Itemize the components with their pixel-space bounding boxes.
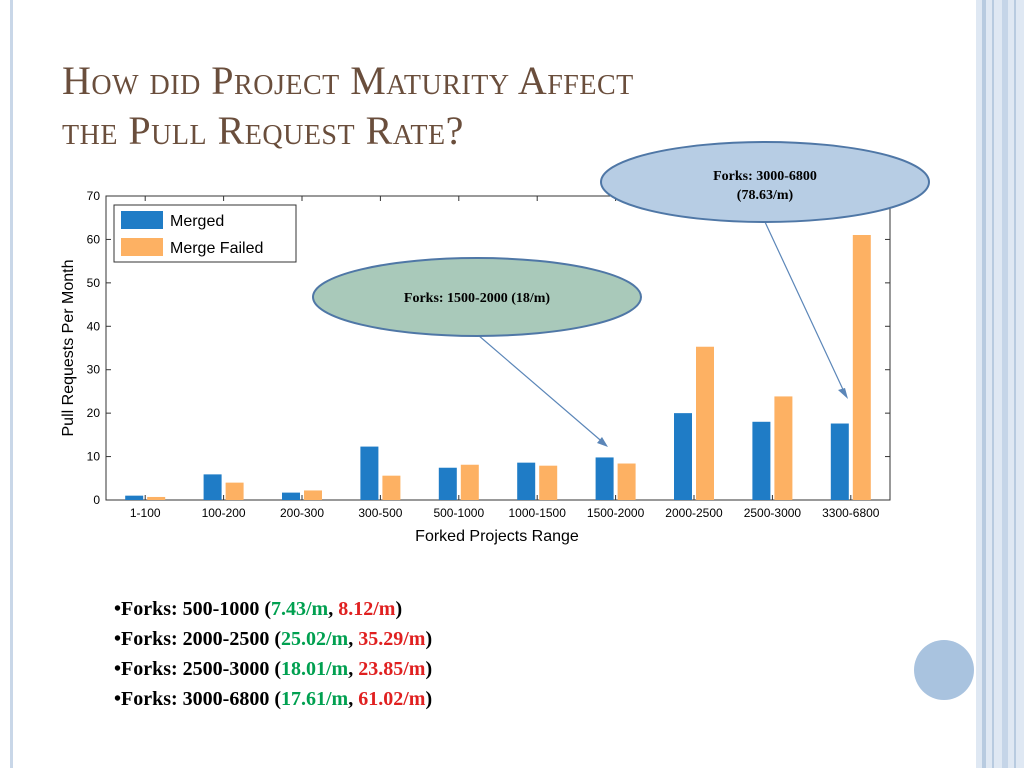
x-tick-label: 1500-2000 — [587, 506, 645, 520]
bar-merge-failed — [774, 396, 793, 500]
callout-1-bubble — [312, 257, 642, 337]
x-tick-label: 1-100 — [130, 506, 161, 520]
y-tick-label: 70 — [87, 189, 101, 203]
bar-merge-failed — [617, 463, 636, 500]
right-decorative-band — [976, 0, 1024, 768]
y-tick-label: 0 — [93, 493, 100, 507]
y-tick-label: 40 — [87, 319, 101, 333]
bullet-sep: , — [348, 658, 359, 680]
bar-merged — [830, 423, 849, 500]
callout-2-arrowhead — [838, 388, 848, 399]
x-axis: 1-100 100-200 200-300 300-500 500-1000 1000-1… — [130, 196, 880, 520]
callout-2-pointer — [764, 221, 847, 397]
bar-merged — [438, 467, 457, 500]
x-tick-label: 2000-2500 — [665, 506, 723, 520]
bar-merge-failed — [304, 490, 322, 500]
bar-merge-failed — [382, 475, 401, 500]
bullet-suffix: ) — [425, 658, 433, 680]
merged-rate: 18.01/m — [281, 658, 349, 680]
x-tick-label: 2500-3000 — [744, 506, 802, 520]
bullet-prefix: Forks: 3000-6800 ( — [121, 688, 281, 710]
bullet-prefix: Forks: 2500-3000 ( — [121, 658, 281, 680]
left-border-rule — [10, 0, 13, 768]
bar-merged — [125, 495, 144, 500]
bar-chart: 0 10 20 30 40 50 60 70 1-100 100-200 200-300 300-5… — [60, 141, 930, 545]
bullet-item: •Forks: 3000-6800 (17.61/m, 61.02/m) — [114, 688, 433, 710]
bar-merge-failed — [225, 482, 244, 500]
callout-2-bubble — [600, 141, 930, 223]
callout-1-pointer — [477, 334, 607, 446]
failed-rate: 35.29/m — [358, 628, 426, 650]
bullet-sep: , — [348, 688, 359, 710]
legend-label-merged: Merged — [170, 213, 224, 230]
bullet-item: •Forks: 2500-3000 (18.01/m, 23.85/m) — [114, 658, 433, 680]
bar-merge-failed — [852, 234, 871, 501]
bullet-suffix: ) — [425, 688, 433, 710]
merged-rate: 25.02/m — [281, 628, 349, 650]
y-tick-label: 10 — [87, 450, 101, 464]
bar-merged — [674, 413, 692, 500]
y-tick-label: 30 — [87, 363, 101, 377]
failed-rate: 8.12/m — [338, 598, 396, 620]
bullet-sep: , — [348, 628, 359, 650]
bar-merge-failed — [539, 465, 558, 500]
bullet-item: •Forks: 500-1000 (7.43/m, 8.12/m) — [114, 598, 403, 620]
bullet-prefix: Forks: 500-1000 ( — [121, 598, 271, 620]
x-tick-label: 200-300 — [280, 506, 324, 520]
bars-group — [125, 234, 871, 501]
slide-title: How did Project Maturity Affect the Pull… — [62, 56, 862, 156]
title-line-2: the Pull Request Rate? — [62, 108, 464, 153]
legend: Merged Merge Failed — [113, 204, 297, 263]
bullet-suffix: ) — [425, 628, 433, 650]
callout-1-text: Forks: 1500-2000 (18/m) — [404, 291, 551, 306]
title-line-1: How did Project Maturity Affect — [62, 58, 634, 103]
merged-rate: 7.43/m — [271, 598, 329, 620]
x-tick-label: 300-500 — [358, 506, 402, 520]
y-tick-label: 20 — [87, 406, 101, 420]
bar-merged — [752, 421, 771, 500]
legend-label-failed: Merge Failed — [170, 240, 263, 257]
callout-3000-6800: Forks: 3000-6800 (78.63/m) — [600, 141, 930, 399]
failed-rate: 61.02/m — [358, 688, 426, 710]
legend-swatch-merged — [121, 211, 163, 229]
callout-1500-2000: Forks: 1500-2000 (18/m) — [312, 257, 642, 447]
x-tick-label: 3300-6800 — [822, 506, 880, 520]
bullet-list: •Forks: 500-1000 (7.43/m, 8.12/m) •Forks… — [114, 594, 432, 714]
y-axis: 0 10 20 30 40 50 60 70 — [87, 189, 890, 507]
bar-merge-failed — [147, 496, 166, 500]
x-axis-title: Forked Projects Range — [415, 528, 579, 545]
merged-rate: 17.61/m — [281, 688, 349, 710]
bar-merged — [360, 446, 379, 500]
callout-2-text-line1: Forks: 3000-6800 — [713, 169, 817, 184]
bullet-item: •Forks: 2000-2500 (25.02/m, 35.29/m) — [114, 628, 433, 650]
y-tick-label: 60 — [87, 232, 101, 246]
bar-merged — [595, 457, 614, 500]
bar-merged — [517, 462, 536, 500]
x-tick-label: 1000-1500 — [509, 506, 567, 520]
bullet-sep: , — [328, 598, 339, 620]
x-tick-label: 100-200 — [202, 506, 246, 520]
legend-swatch-failed — [121, 238, 163, 256]
bar-merged — [282, 492, 300, 500]
callout-2-text-line2: (78.63/m) — [737, 188, 794, 203]
bar-merge-failed — [460, 464, 479, 500]
bullet-suffix: ) — [395, 598, 403, 620]
y-axis-title: Pull Requests Per Month — [60, 260, 77, 437]
bar-merge-failed — [696, 346, 714, 500]
callout-1-arrowhead — [597, 437, 608, 447]
decorative-circle — [914, 640, 974, 700]
y-tick-label: 50 — [87, 276, 101, 290]
bullet-prefix: Forks: 2000-2500 ( — [121, 628, 281, 650]
failed-rate: 23.85/m — [358, 658, 426, 680]
bar-merged — [203, 474, 222, 500]
x-tick-label: 500-1000 — [433, 506, 484, 520]
